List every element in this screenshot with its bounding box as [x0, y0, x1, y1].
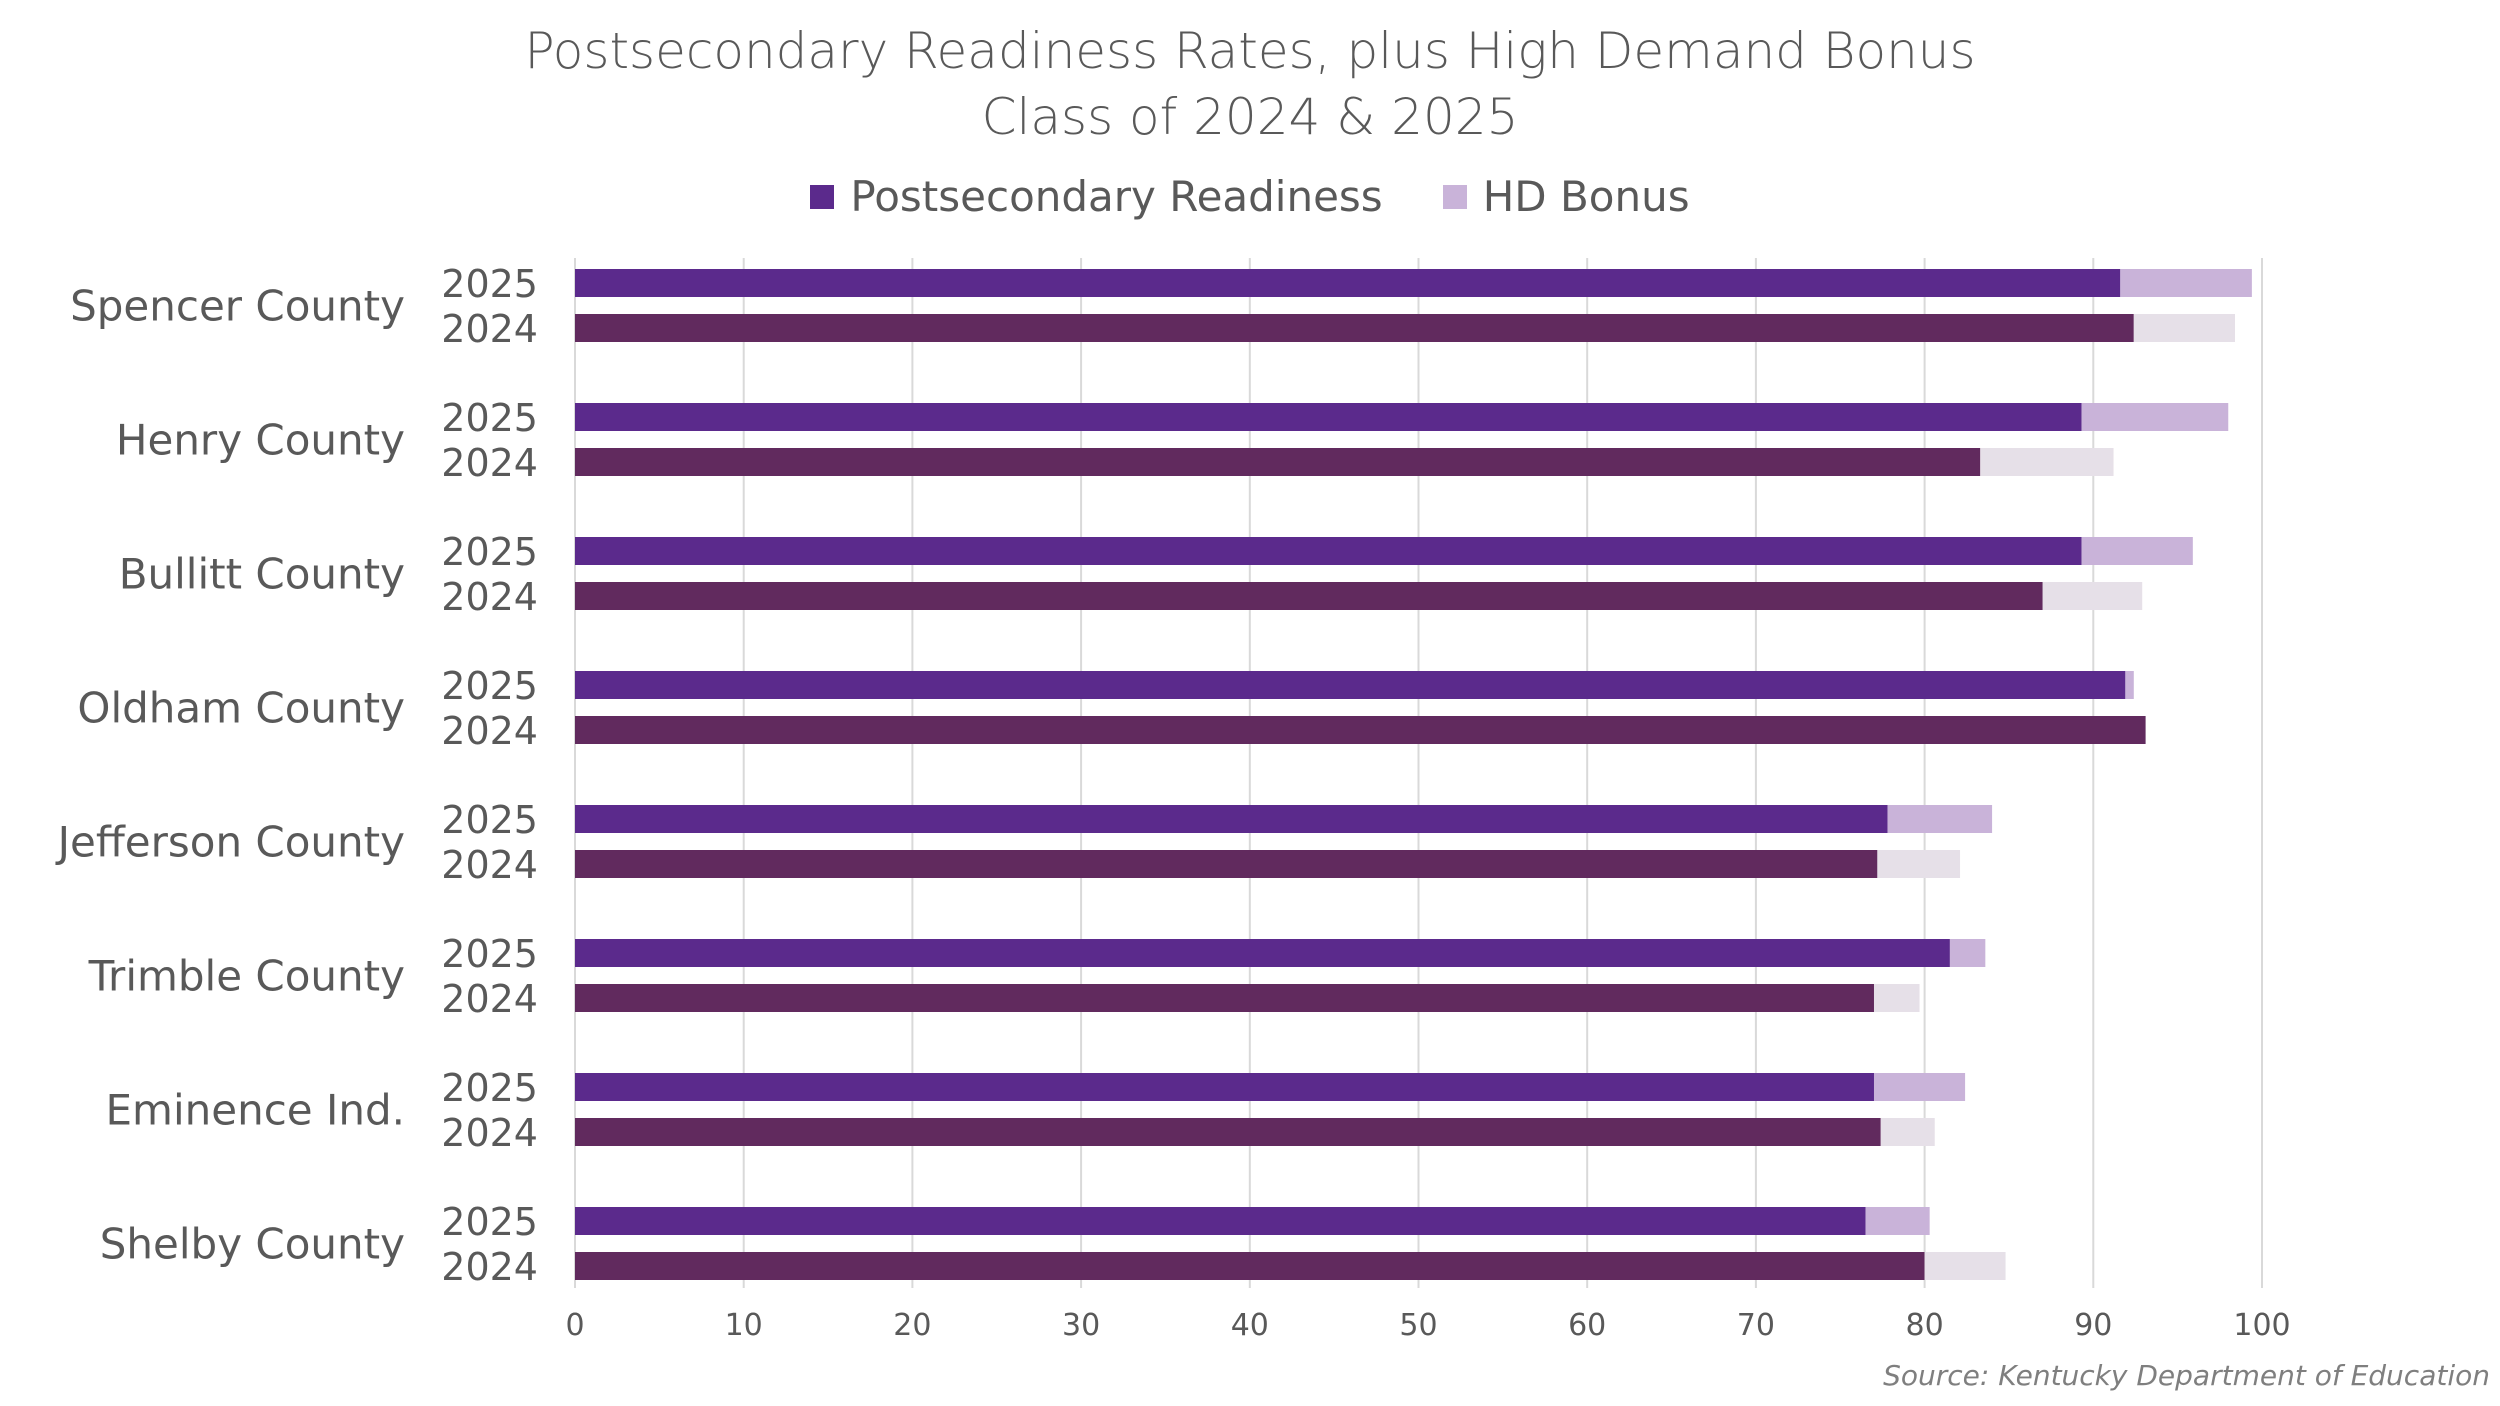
hd-bonus-bar — [1949, 939, 1986, 967]
readiness-bar — [575, 671, 2126, 699]
year-label: 2024 — [441, 843, 538, 887]
x-tick-label: 80 — [1906, 1308, 1944, 1343]
x-tick-label: 20 — [893, 1308, 931, 1343]
hd-bonus-bar — [2081, 537, 2193, 565]
year-label: 2025 — [441, 1200, 538, 1244]
year-label: 2024 — [441, 1111, 538, 1155]
group-label: Oldham County — [77, 684, 405, 733]
group-label: Trimble County — [88, 952, 405, 1001]
hd-bonus-bar — [1865, 1207, 1930, 1235]
hd-bonus-bar — [1873, 984, 1920, 1012]
readiness-bar — [575, 984, 1874, 1012]
hd-bonus-bar — [1924, 1252, 2006, 1280]
hd-bonus-bar — [1880, 1118, 1935, 1146]
legend-label-readiness: Postsecondary Readiness — [850, 172, 1383, 221]
x-tick-label: 30 — [1062, 1308, 1100, 1343]
year-label: 2025 — [441, 664, 538, 708]
readiness-bar — [575, 1252, 1925, 1280]
readiness-bar — [575, 537, 2082, 565]
year-label: 2024 — [441, 575, 538, 619]
readiness-bar — [575, 805, 1888, 833]
readiness-bar — [575, 1118, 1881, 1146]
group-label: Jefferson County — [55, 818, 405, 867]
year-label: 2024 — [441, 977, 538, 1021]
readiness-bar — [575, 448, 1981, 476]
legend-item-hd-bonus: HD Bonus — [1442, 172, 1690, 221]
hd-bonus-bar — [2133, 314, 2236, 342]
year-label: 2024 — [441, 1245, 538, 1289]
year-label: 2024 — [441, 441, 538, 485]
x-tick-label: 100 — [2233, 1308, 2290, 1343]
x-tick-label: 50 — [1399, 1308, 1437, 1343]
year-label: 2024 — [441, 307, 538, 351]
readiness-bar — [575, 850, 1878, 878]
legend: Postsecondary Readiness HD Bonus — [0, 172, 2500, 221]
hd-bonus-bar — [2120, 269, 2252, 297]
year-label: 2025 — [441, 932, 538, 976]
hd-bonus-bar — [2081, 403, 2229, 431]
x-tick-label: 90 — [2074, 1308, 2112, 1343]
group-label: Shelby County — [100, 1220, 405, 1269]
year-label: 2024 — [441, 709, 538, 753]
readiness-bar — [575, 403, 2082, 431]
readiness-bar — [575, 716, 2146, 744]
group-label: Bullitt County — [119, 550, 405, 599]
year-label: 2025 — [441, 1066, 538, 1110]
hd-bonus-bar — [2042, 582, 2143, 610]
hd-bonus-bar — [1877, 850, 1961, 878]
legend-item-readiness: Postsecondary Readiness — [810, 172, 1383, 221]
hd-bonus-bar — [1980, 448, 2114, 476]
readiness-bar — [575, 1207, 1866, 1235]
readiness-bar — [575, 1073, 1874, 1101]
group-label: Spencer County — [70, 282, 405, 331]
hd-bonus-bar — [2125, 671, 2134, 699]
legend-swatch-hd-bonus — [1442, 184, 1467, 209]
year-label: 2025 — [441, 530, 538, 574]
x-tick-label: 40 — [1231, 1308, 1269, 1343]
chart-subtitle: Class of 2024 & 2025 — [981, 88, 1519, 146]
readiness-bar — [575, 582, 2043, 610]
chart-title: Postsecondary Readiness Rates, plus High… — [524, 22, 1976, 80]
readiness-bar — [575, 269, 2121, 297]
legend-label-hd-bonus: HD Bonus — [1482, 172, 1690, 221]
year-label: 2025 — [441, 262, 538, 306]
year-label: 2025 — [441, 396, 538, 440]
x-tick-label: 60 — [1568, 1308, 1606, 1343]
source-note: Source: Kentucky Department of Education — [1883, 1359, 2490, 1392]
x-tick-label: 70 — [1737, 1308, 1775, 1343]
legend-swatch-readiness — [810, 184, 835, 209]
x-tick-label: 0 — [565, 1308, 584, 1343]
readiness-bar — [575, 314, 2134, 342]
readiness-bar — [575, 939, 1950, 967]
hd-bonus-bar — [1887, 805, 1993, 833]
year-label: 2025 — [441, 798, 538, 842]
hd-bonus-bar — [1873, 1073, 1966, 1101]
group-label: Henry County — [116, 416, 405, 465]
x-tick-label: 10 — [725, 1308, 763, 1343]
group-label: Eminence Ind. — [106, 1086, 406, 1135]
